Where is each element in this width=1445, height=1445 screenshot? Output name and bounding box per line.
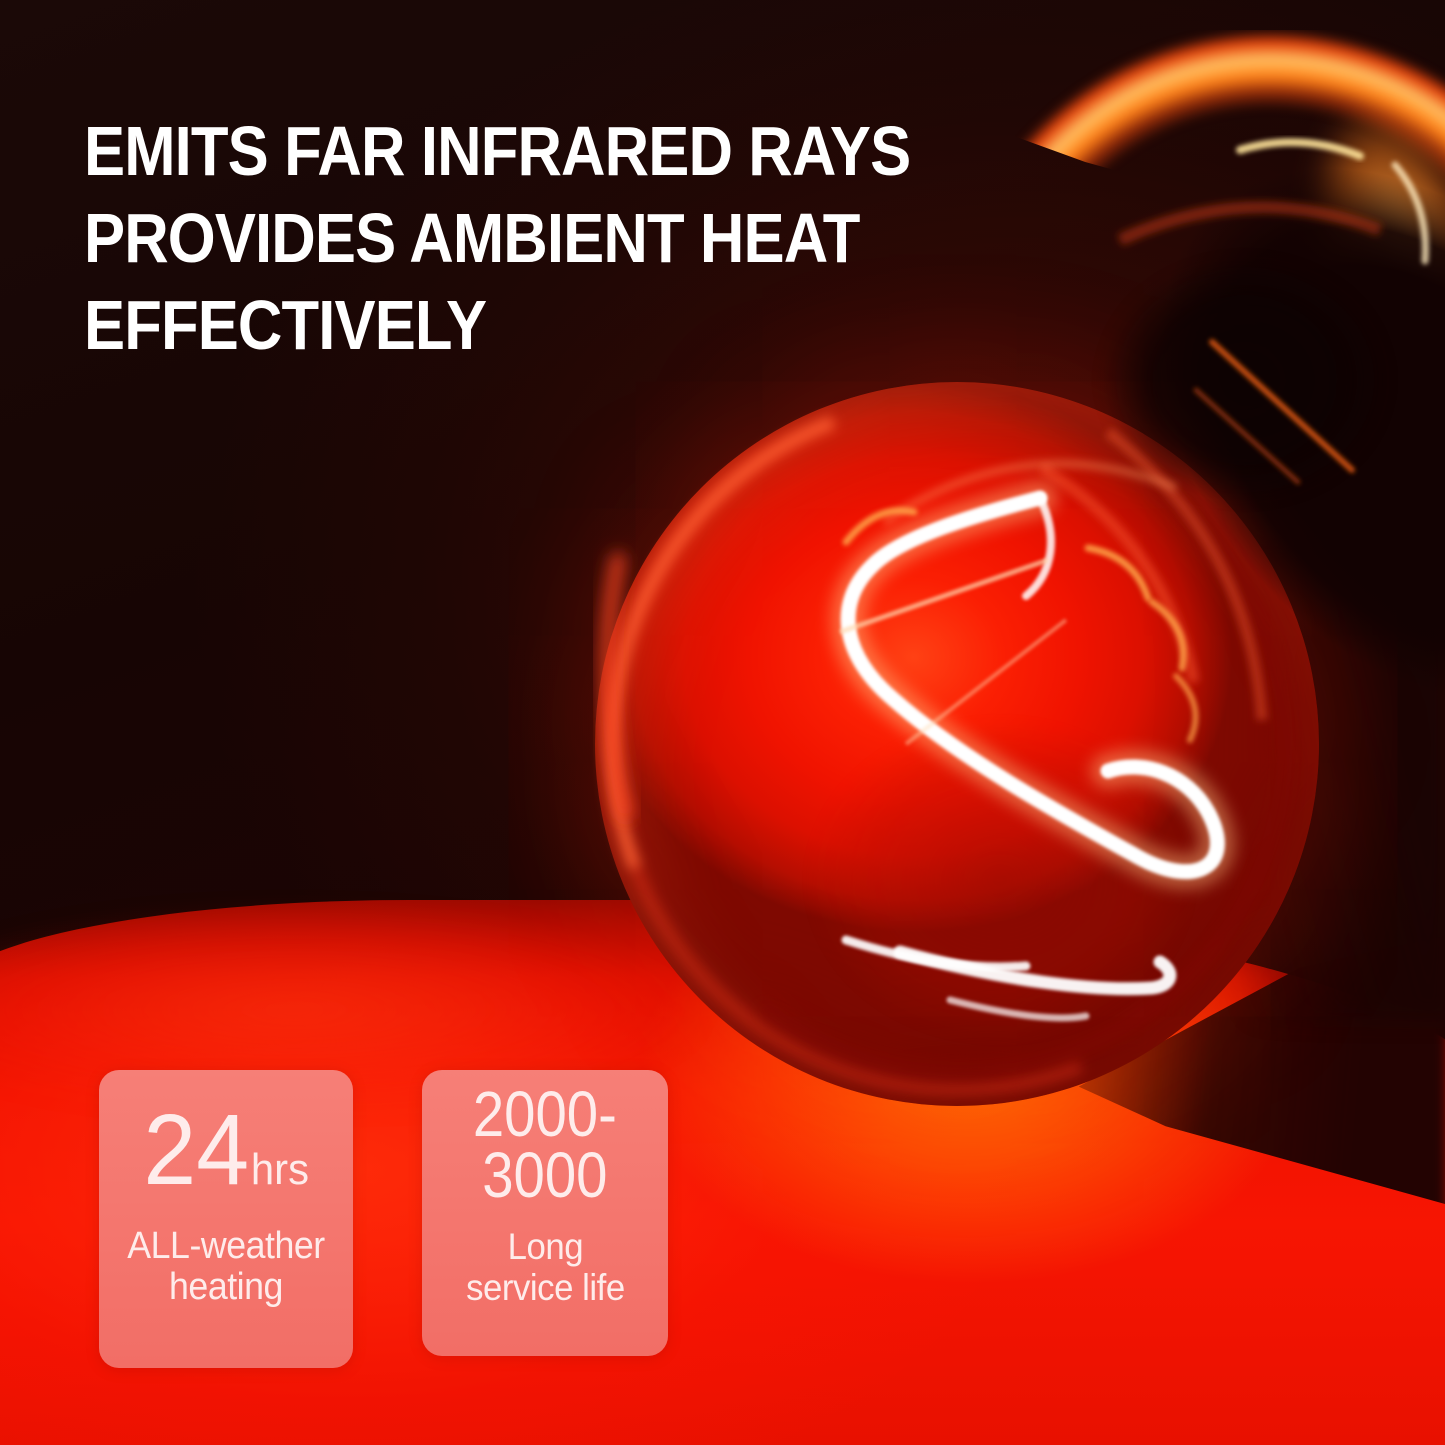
badge-value: 2000- 3000 [472, 1078, 618, 1211]
filament-sparkle [1148, 598, 1187, 672]
glass-reflection [946, 996, 1090, 1022]
badge-value-row: 24 hrs [143, 1100, 309, 1200]
feature-badge-24hrs: 24 hrs ALL-weather heating [99, 1070, 353, 1368]
badge-value: 24 [143, 1094, 249, 1206]
headline: EMITS FAR INFRARED RAYS PROVIDES AMBIENT… [84, 108, 911, 369]
badge-label-line-2: heating [169, 1266, 283, 1308]
glass-reflection [893, 945, 1177, 996]
badge-label: Long service life [466, 1226, 625, 1308]
socket-inner-ring [1117, 201, 1383, 246]
headline-line-1: EMITS FAR INFRARED RAYS [84, 112, 911, 190]
feature-badge-service-life: 2000- 3000 Long service life [422, 1070, 668, 1356]
badge-unit: hrs [250, 1145, 309, 1194]
support-wire [839, 557, 1049, 635]
filament-sparkle [1173, 673, 1199, 743]
headline-line-2: PROVIDES AMBIENT HEAT [84, 199, 860, 277]
badge-label-line-2: service life [465, 1267, 625, 1308]
filament-sparkle [842, 507, 918, 546]
badge-label: ALL-weather heating [127, 1225, 325, 1308]
socket-highlight [1236, 138, 1364, 160]
headline-line-3: EFFECTIVELY [84, 286, 487, 364]
neck-rim-light [1209, 339, 1355, 473]
badge-value-line-2: 3000 [482, 1139, 608, 1211]
neck-rim-light [1193, 387, 1301, 485]
filament-sparkle [1084, 544, 1152, 602]
badge-label-line-1: ALL-weather [127, 1225, 325, 1267]
inner-dome-arc [881, 459, 1178, 526]
reflector-arc [1104, 427, 1268, 721]
badge-value-line-1: 2000- [472, 1078, 618, 1150]
filament-glow [831, 481, 1235, 889]
socket-highlight [1391, 161, 1429, 265]
badge-label-line-1: Long [507, 1226, 583, 1267]
support-wire [904, 618, 1068, 746]
filament-wire [840, 490, 1225, 880]
filament-tail [1022, 494, 1055, 600]
bulb-left-rim-glow [599, 552, 634, 820]
